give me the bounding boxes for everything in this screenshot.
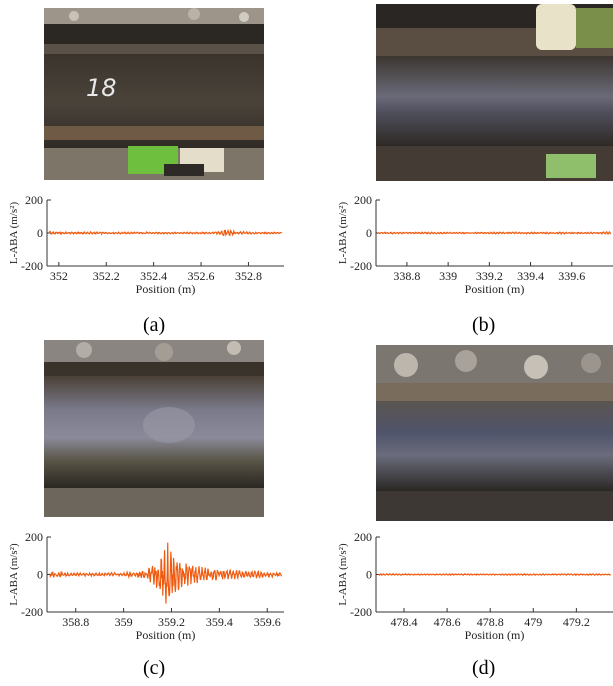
x-tick-label: 479 [524, 615, 542, 629]
x-tick-label: 352 [50, 269, 68, 283]
caption-d: (d) [472, 657, 496, 679]
x-axis-label: Position (m) [465, 282, 525, 296]
y-axis-label: L-ABA (m/s²) [337, 202, 349, 265]
photo-d [376, 345, 613, 521]
y-tick-label: 200 [25, 193, 43, 207]
y-axis-label: L-ABA (m/s²) [337, 543, 349, 606]
x-tick-label: 478.4 [391, 615, 418, 629]
x-tick-label: 352.8 [235, 269, 262, 283]
x-tick-label: 352.4 [140, 269, 167, 283]
x-tick-label: 478.8 [477, 615, 504, 629]
signal-series-line [48, 542, 283, 604]
x-tick-label: 339 [439, 269, 457, 283]
signal-series-line [378, 572, 611, 577]
x-tick-label: 478.6 [434, 615, 461, 629]
y-tick-label: 0 [37, 226, 43, 240]
plot-d: 200 0 -200 478.4 478.6 478.8 479 479.2 Position … [337, 530, 613, 642]
x-tick-label: 359 [115, 615, 133, 629]
y-axis-label: L-ABA (m/s²) [8, 202, 20, 265]
x-tick-label: 352.6 [188, 269, 215, 283]
x-axis-label: Position (m) [136, 628, 196, 642]
plot-a: 200 0 -200 352 352.2 352.4 352.6 352.8 Position … [8, 193, 284, 296]
signal-series-line [377, 231, 612, 236]
photo-b [376, 4, 613, 181]
y-tick-label: -200 [350, 259, 372, 273]
x-tick-label: 359.6 [254, 615, 281, 629]
y-tick-label: 0 [366, 568, 372, 582]
photo-a: 18 [44, 8, 264, 180]
x-tick-label: 339.6 [558, 269, 585, 283]
y-axis-label: L-ABA (m/s²) [8, 543, 20, 606]
y-tick-label: 200 [354, 530, 372, 544]
x-tick-label: 359.4 [206, 615, 233, 629]
x-tick-label: 352.2 [93, 269, 120, 283]
y-tick-label: -200 [350, 605, 372, 619]
photo-c [44, 340, 264, 517]
y-tick-label: 0 [37, 568, 43, 582]
plot-c: 200 0 -200 358.8 359 359.2 359.4 359.6 Position … [8, 530, 284, 642]
signal-series-line [48, 228, 283, 237]
x-tick-label: 358.8 [62, 615, 89, 629]
plot-b: 200 0 -200 338.8 339 339.2 339.4 339.6 Position … [337, 193, 613, 296]
y-tick-label: 0 [366, 226, 372, 240]
y-tick-label: -200 [21, 605, 43, 619]
x-tick-label: 479.2 [563, 615, 590, 629]
x-tick-label: 359.2 [158, 615, 185, 629]
rail-chalk-mark: 18 [86, 74, 117, 102]
caption-b: (b) [472, 314, 496, 336]
x-tick-label: 338.8 [393, 269, 420, 283]
y-tick-label: 200 [354, 193, 372, 207]
x-tick-label: 339.4 [517, 269, 544, 283]
x-axis-label: Position (m) [136, 282, 196, 296]
y-tick-label: -200 [21, 259, 43, 273]
y-tick-label: 200 [25, 530, 43, 544]
x-tick-label: 339.2 [476, 269, 503, 283]
caption-c: (c) [143, 657, 166, 679]
caption-a: (a) [143, 314, 166, 336]
x-axis-label: Position (m) [465, 628, 525, 642]
